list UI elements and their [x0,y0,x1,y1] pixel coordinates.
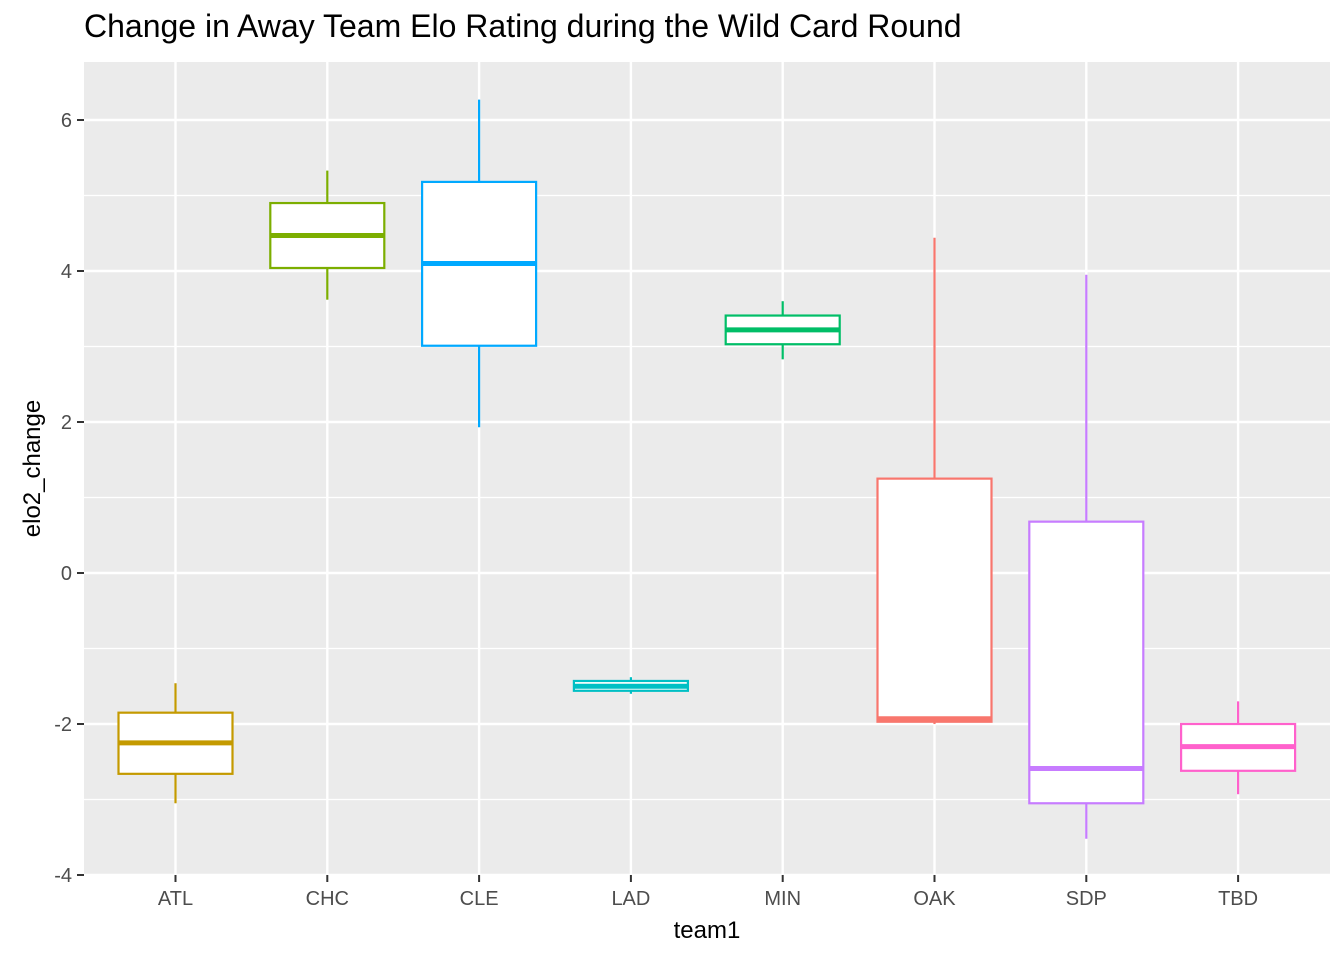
x-tick-label: SDP [1066,888,1107,910]
box-body [876,477,993,723]
box-body [1028,520,1145,805]
x-tick-label: CHC [306,888,349,910]
box-min [724,301,841,360]
x-axis-title: team1 [674,917,741,944]
box-sdp [1028,274,1145,839]
box-cle [421,99,538,428]
x-tick-label: LAD [611,888,650,910]
box-chc [269,170,386,300]
x-tick-label: MIN [764,888,801,910]
y-axis-title: elo2_change [19,400,46,537]
y-tick-label: 6 [61,110,72,132]
x-tick-label: ATL [158,888,193,910]
axes: -4 -2 0 2 4 6 ATL CHC CLE LAD MIN OAK SDP TBD [54,110,1258,910]
y-tick-label: -4 [54,865,72,887]
box-oak [876,237,993,724]
box-atl [117,683,234,804]
chart-title: Change in Away Team Elo Rating during th… [84,8,962,44]
y-tick-label: 0 [61,563,72,585]
y-tick-label: 2 [61,412,72,434]
y-tick-label: -2 [54,714,72,736]
boxes [117,99,1297,839]
x-tick-label: TBD [1218,888,1258,910]
box-lad [572,677,690,694]
x-tick-label: CLE [460,888,499,910]
box-tbd [1179,701,1297,795]
y-tick-label: 4 [61,261,72,283]
x-tick-label: OAK [913,888,956,910]
